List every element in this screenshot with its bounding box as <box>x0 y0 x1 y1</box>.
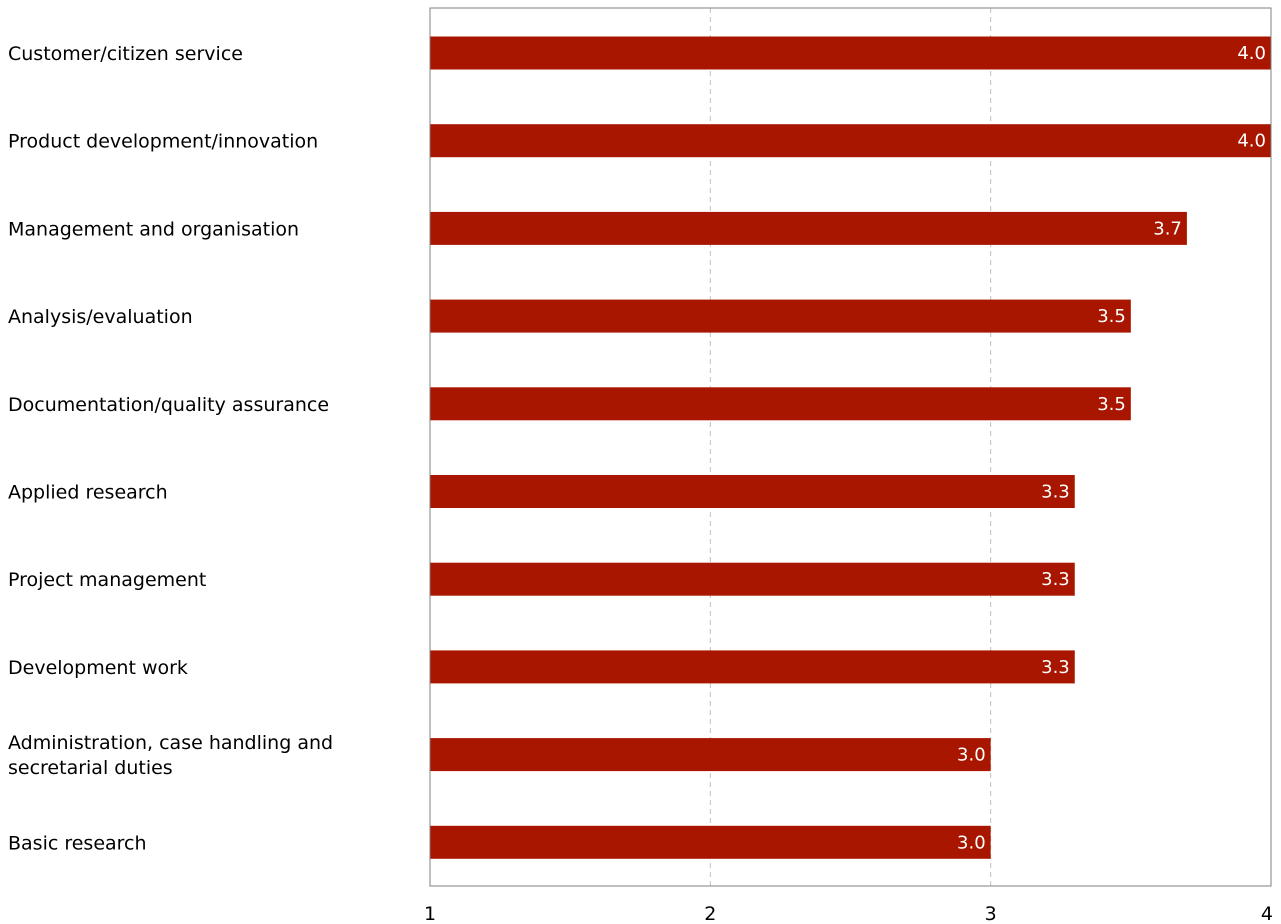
category-label: Customer/citizen service <box>8 43 243 65</box>
bar <box>430 475 1075 508</box>
bar <box>430 124 1271 158</box>
category-label: Documentation/quality assurance <box>8 394 329 416</box>
bar-value-label: 3.0 <box>957 745 986 766</box>
bar <box>430 738 991 772</box>
category-labels: Customer/citizen service Product developm… <box>8 43 333 854</box>
category-label: Applied research <box>8 482 168 504</box>
category-label: Basic research <box>8 832 147 854</box>
x-tick-label: 3 <box>985 903 997 924</box>
bar-value-label: 4.0 <box>1237 131 1266 152</box>
bar-value-label: 3.7 <box>1153 218 1182 239</box>
x-tick-label: 1 <box>424 903 436 924</box>
category-label: Management and organisation <box>8 218 299 240</box>
bar-value-label: 3.0 <box>957 832 986 853</box>
category-label: Analysis/evaluation <box>8 306 193 328</box>
x-axis: 1 2 3 4 <box>424 7 1273 924</box>
bar-value-label: 3.5 <box>1097 394 1126 415</box>
bar <box>430 36 1271 70</box>
bar <box>430 562 1075 596</box>
bar <box>430 299 1131 333</box>
bar-value-label: 3.3 <box>1041 482 1070 503</box>
bar <box>430 211 1187 245</box>
bar-value-label: 3.3 <box>1041 657 1070 678</box>
category-label: Product development/innovation <box>8 131 318 153</box>
category-label: Administration, case handling and secreta… <box>8 732 333 779</box>
category-label: Project management <box>8 569 206 591</box>
bars: 4.0 4.0 3.7 3.5 3.5 3.3 3.3 3.3 3.0 3.0 <box>430 36 1271 859</box>
bar-value-label: 3.3 <box>1041 569 1070 590</box>
bar-value-label: 4.0 <box>1237 43 1266 64</box>
x-tick-label: 4 <box>1261 903 1273 924</box>
bar <box>430 650 1075 684</box>
bar <box>430 825 991 859</box>
bar <box>430 387 1131 421</box>
bar-value-label: 3.5 <box>1097 306 1126 327</box>
plot-frame <box>429 7 1272 887</box>
category-label: Development work <box>8 657 188 679</box>
x-tick-label: 2 <box>704 903 716 924</box>
